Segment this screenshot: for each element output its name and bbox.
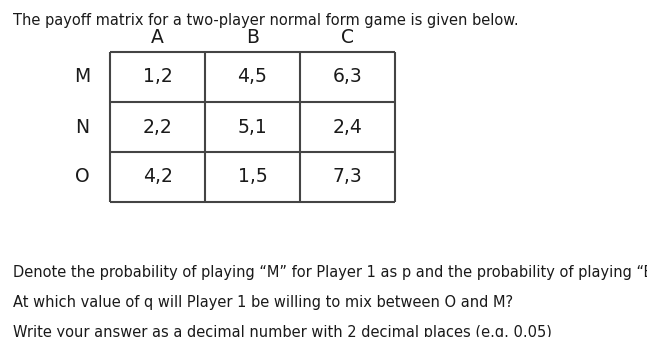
Text: O: O <box>74 167 89 186</box>
Text: M: M <box>74 67 90 87</box>
Text: 4,2: 4,2 <box>142 167 173 186</box>
Text: 2,2: 2,2 <box>142 118 172 136</box>
Text: 5,1: 5,1 <box>237 118 267 136</box>
Text: 1,5: 1,5 <box>237 167 267 186</box>
Text: 7,3: 7,3 <box>333 167 362 186</box>
Text: At which value of q will Player 1 be willing to mix between O and M?: At which value of q will Player 1 be wil… <box>13 295 513 310</box>
Text: Write your answer as a decimal number with 2 decimal places (e.g. 0.05): Write your answer as a decimal number wi… <box>13 325 552 337</box>
Text: N: N <box>75 118 89 136</box>
Text: The payoff matrix for a two-player normal form game is given below.: The payoff matrix for a two-player norma… <box>13 13 519 28</box>
Text: 6,3: 6,3 <box>333 67 362 87</box>
Text: C: C <box>341 28 354 47</box>
Text: Denote the probability of playing “M” for Player 1 as p and the probability of p: Denote the probability of playing “M” fo… <box>13 265 647 280</box>
Text: B: B <box>246 28 259 47</box>
Text: 2,4: 2,4 <box>333 118 362 136</box>
Text: 1,2: 1,2 <box>142 67 172 87</box>
Text: 4,5: 4,5 <box>237 67 267 87</box>
Text: A: A <box>151 28 164 47</box>
